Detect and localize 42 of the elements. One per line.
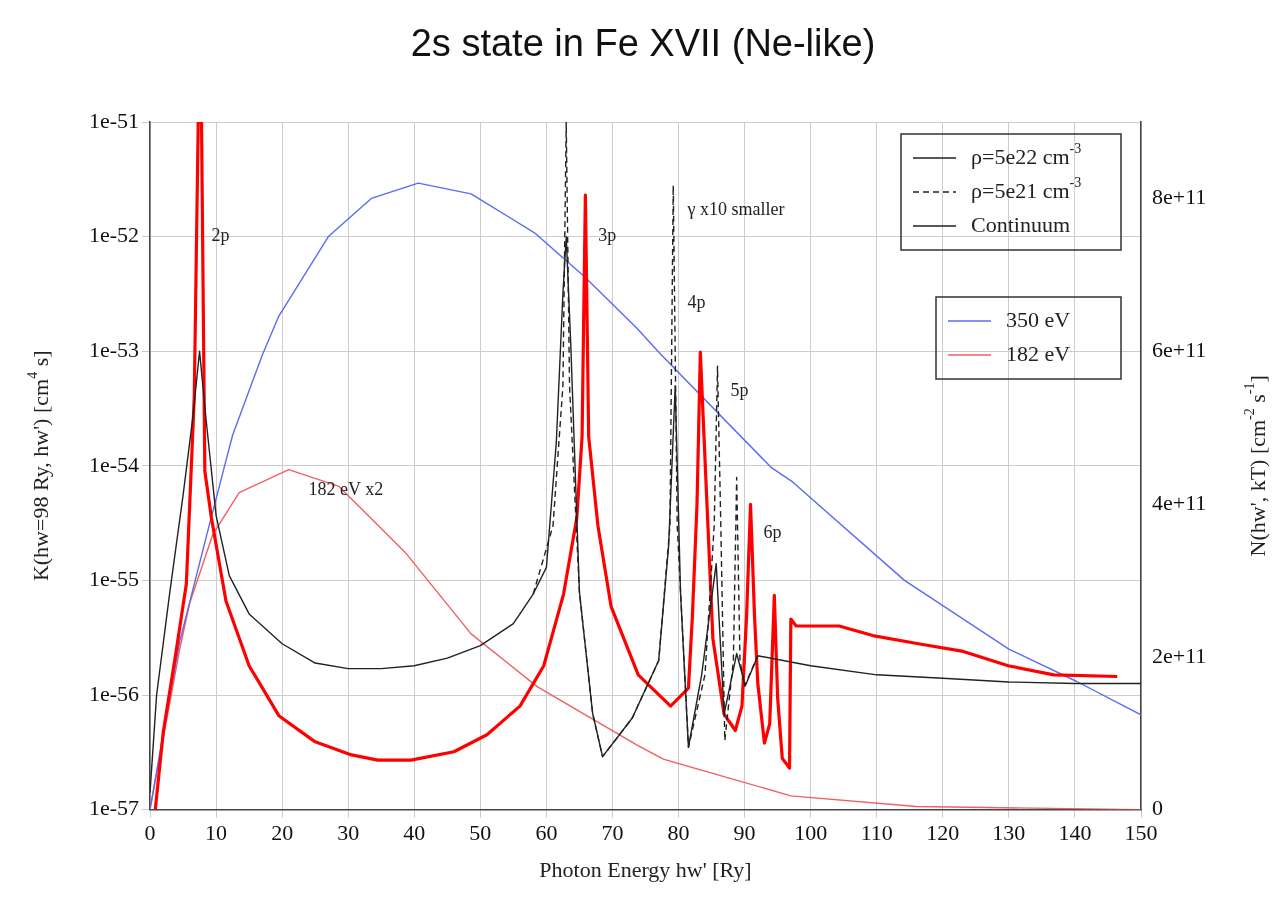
annotation: 3p: [598, 225, 617, 246]
x-tick-label: 50: [469, 819, 492, 845]
chart-title: 2s state in Fe XVII (Ne-like): [409, 22, 877, 65]
y2-tick-label: 2e+11: [1152, 642, 1207, 668]
legend-label: Continuum: [971, 211, 1071, 237]
y2-tick-label: 0: [1152, 795, 1163, 821]
annotation: 182 eV x2: [308, 478, 384, 499]
y2-tick-label: 6e+11: [1152, 336, 1207, 362]
x-tick-label: 80: [667, 819, 690, 845]
annotation: 6p: [763, 521, 782, 542]
x-tick-label: 60: [535, 819, 558, 845]
legend-label: 350 eV: [1006, 306, 1071, 332]
x-tick-label: 150: [1124, 819, 1158, 845]
y-tick-label: 1e-52: [88, 222, 139, 248]
x-tick-label: 110: [860, 819, 893, 845]
y-tick-label: 1e-53: [88, 336, 139, 362]
y-tick-label: 1e-57: [88, 795, 139, 821]
x-tick-label: 100: [794, 819, 828, 845]
x-axis-title: Photon Energy hw' [Ry]: [539, 857, 752, 883]
x-tick-label: 130: [992, 819, 1026, 845]
annotation: 2p: [211, 225, 230, 246]
y-axis-title: K(hw=98 Ry, hw') [cm4 s]: [24, 350, 53, 582]
x-tick-label: 40: [403, 819, 426, 845]
x-tick-label: 0: [144, 819, 156, 845]
x-tick-label: 90: [733, 819, 756, 845]
y2-tick-label: 4e+11: [1152, 489, 1207, 515]
x-tick-label: 70: [601, 819, 624, 845]
legend-label: 182 eV: [1006, 340, 1071, 366]
x-tick-label: 10: [205, 819, 228, 845]
y-tick-label: 1e-51: [88, 107, 139, 133]
x-tick-label: 120: [926, 819, 960, 845]
y-tick-label: 1e-55: [88, 566, 139, 592]
y-tick-label: 1e-56: [88, 680, 139, 706]
y2-tick-label: 8e+11: [1152, 184, 1207, 210]
x-tick-label: 20: [271, 819, 294, 845]
annotation: γ x10 smaller: [686, 198, 785, 219]
x-tick-label: 30: [337, 819, 360, 845]
annotation: 5p: [730, 379, 749, 400]
annotation: 4p: [687, 292, 706, 313]
y-tick-label: 1e-54: [88, 451, 139, 477]
x-tick-label: 140: [1058, 819, 1092, 845]
y2-axis-title: N(hw', kT) [cm-2 s-1]: [1241, 375, 1270, 557]
